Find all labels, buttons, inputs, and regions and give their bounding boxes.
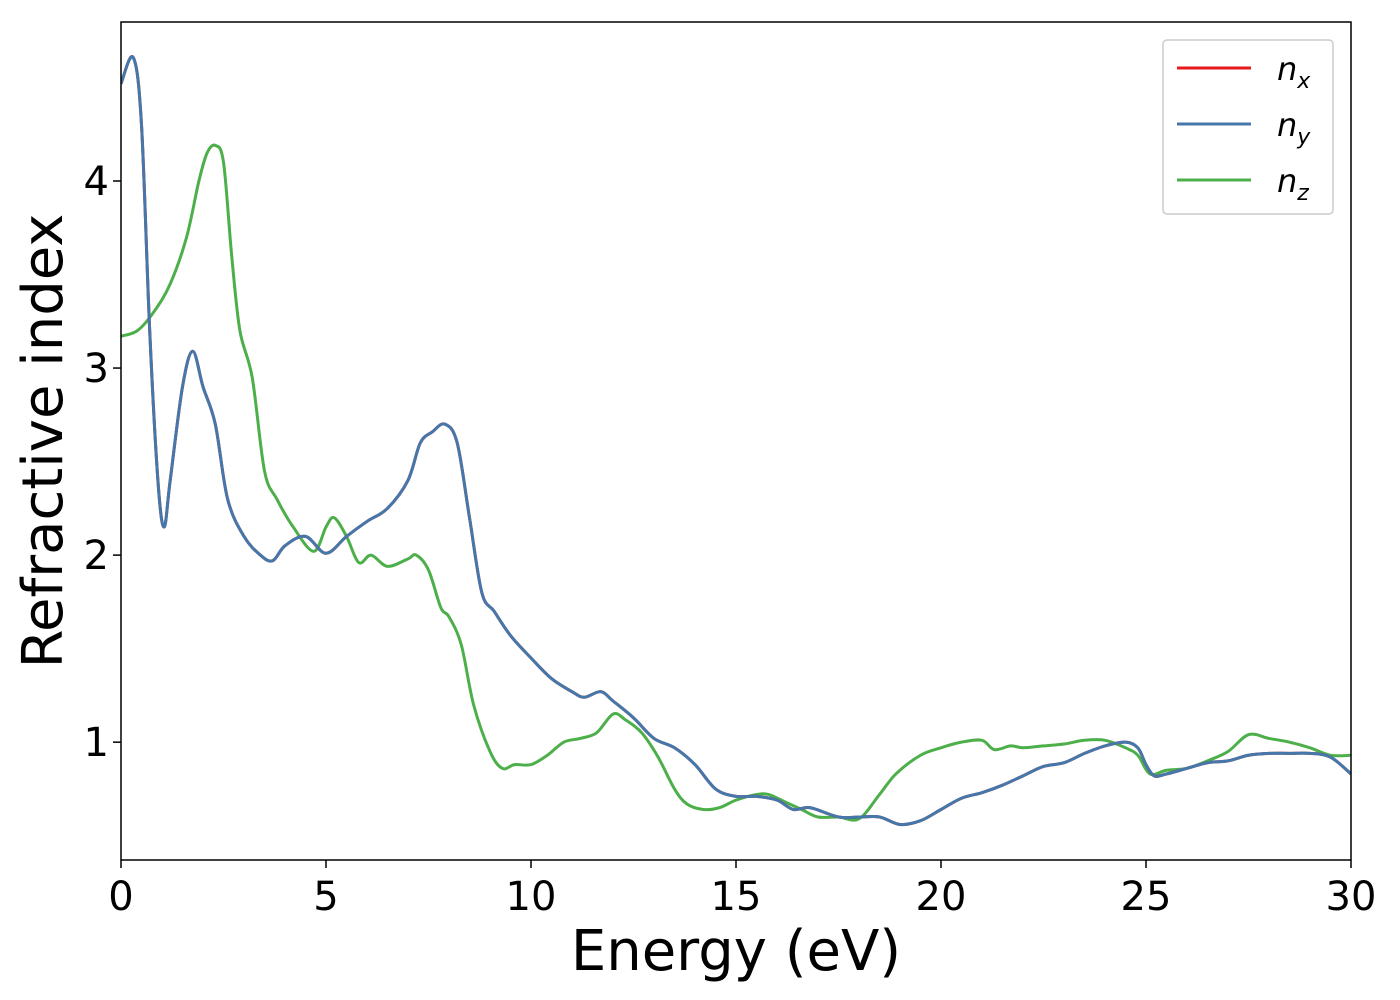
x-tick-label: 15 [711, 874, 762, 920]
series-line-nz [121, 143, 1351, 822]
x-tick-label: 25 [1121, 874, 1172, 920]
series-line-ny [121, 55, 1351, 827]
legend: nx ny nz [1162, 39, 1334, 215]
x-tick-label: 10 [506, 874, 557, 920]
x-tick-label: 20 [916, 874, 967, 920]
y-axis-label: Refractive index [11, 214, 76, 669]
x-tick-label: 0 [108, 874, 133, 920]
legend-label-nx: nx [1277, 50, 1311, 94]
x-tick-label: 30 [1326, 874, 1377, 920]
series-layer [121, 55, 1351, 827]
x-axis: 0 5 10 15 20 25 30 [108, 860, 1376, 920]
y-tick-label: 4 [84, 159, 109, 205]
x-axis-label: Energy (eV) [571, 919, 901, 984]
legend-label-nz: nz [1277, 162, 1309, 206]
y-axis: 1 2 3 4 [84, 159, 121, 766]
legend-box [1162, 39, 1334, 215]
y-tick-label: 1 [84, 720, 109, 766]
y-tick-label: 3 [84, 346, 109, 392]
x-tick-label: 5 [313, 874, 338, 920]
y-tick-label: 2 [84, 533, 109, 579]
legend-label-ny: ny [1277, 106, 1311, 150]
